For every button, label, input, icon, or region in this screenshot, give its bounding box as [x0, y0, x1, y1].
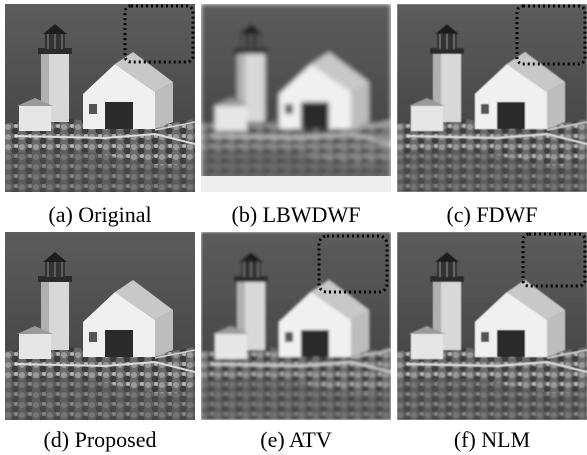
caption: (a) Original [2, 203, 198, 227]
caption: (c) FDWF [394, 203, 587, 227]
image-proposed [5, 232, 195, 420]
image-original [5, 4, 195, 192]
image-atv [201, 232, 391, 420]
image-fdwf [397, 4, 587, 192]
caption: (b) LBWDWF [198, 203, 394, 227]
caption: (d) Proposed [2, 428, 198, 452]
figure: (a) Original (b) LBWDWF (c) FDWF (d) Pro… [0, 0, 587, 455]
caption: (e) ATV [198, 428, 394, 452]
image-nlm [397, 232, 587, 420]
caption: (f) NLM [394, 428, 587, 452]
image-lbwdwf [201, 4, 391, 192]
